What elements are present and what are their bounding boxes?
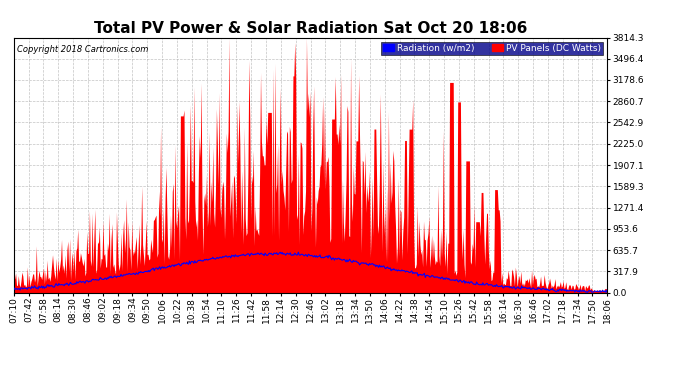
- Text: Copyright 2018 Cartronics.com: Copyright 2018 Cartronics.com: [17, 45, 148, 54]
- Legend: Radiation (w/m2), PV Panels (DC Watts): Radiation (w/m2), PV Panels (DC Watts): [382, 42, 602, 55]
- Title: Total PV Power & Solar Radiation Sat Oct 20 18:06: Total PV Power & Solar Radiation Sat Oct…: [94, 21, 527, 36]
